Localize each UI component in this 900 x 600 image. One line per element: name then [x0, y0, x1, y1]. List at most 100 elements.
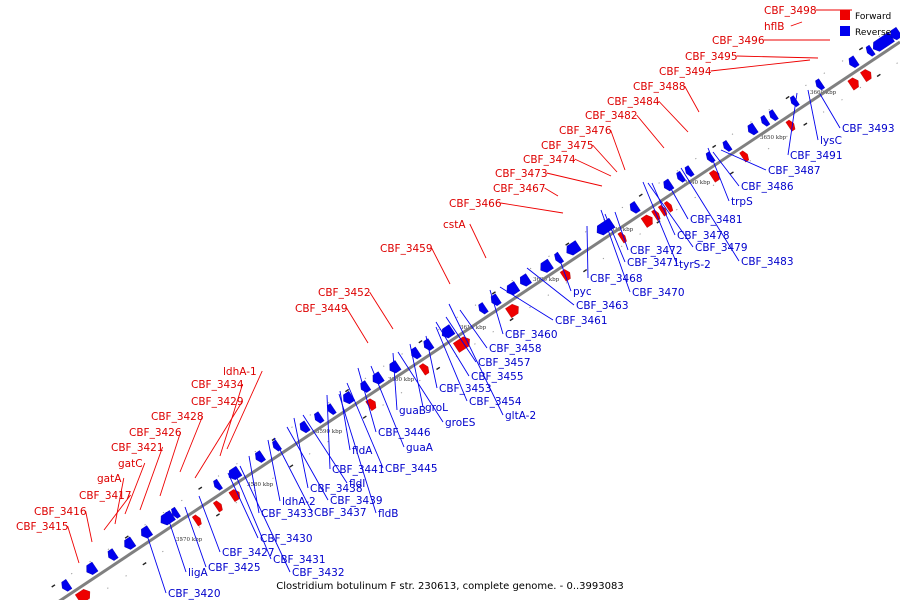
reverse-gene[interactable]	[213, 478, 223, 491]
forward-gene-label[interactable]: CBF_3475	[541, 140, 594, 152]
reverse-gene-label[interactable]: CBF_3472	[630, 245, 683, 257]
reverse-gene[interactable]	[86, 561, 99, 575]
forward-gene-label[interactable]: CBF_3476	[559, 125, 612, 137]
forward-gene-label[interactable]: CBF_3417	[79, 490, 132, 502]
reverse-gene-label[interactable]: ligA	[188, 567, 208, 579]
reverse-gene-label[interactable]: CBF_3468	[590, 273, 643, 285]
reverse-gene[interactable]	[596, 217, 616, 236]
forward-gene-label[interactable]: CBF_3496	[712, 35, 765, 47]
reverse-gene[interactable]	[760, 114, 771, 127]
forward-gene[interactable]	[74, 589, 91, 600]
reverse-gene-label[interactable]: CBF_3471	[627, 257, 680, 269]
reverse-gene-label[interactable]: CBF_3470	[632, 287, 685, 299]
reverse-gene-label[interactable]: CBF_3433	[261, 508, 314, 520]
reverse-gene-label[interactable]: CBF_3432	[292, 567, 345, 579]
reverse-gene[interactable]	[441, 324, 456, 339]
reverse-gene-label[interactable]: CBF_3457	[478, 357, 531, 369]
reverse-gene-label[interactable]: CBF_3425	[208, 562, 261, 574]
reverse-gene[interactable]	[61, 579, 73, 592]
reverse-gene-label[interactable]: fldA	[352, 445, 373, 457]
forward-gene[interactable]	[708, 169, 720, 183]
forward-gene-label[interactable]: gatA	[97, 473, 122, 485]
reverse-gene-label[interactable]: CBF_3438	[310, 483, 363, 495]
reverse-gene-label[interactable]: lysC	[820, 135, 842, 147]
reverse-gene-label[interactable]: groL	[425, 402, 448, 414]
reverse-gene-label[interactable]: groES	[445, 417, 476, 429]
forward-gene-label[interactable]: CBF_3421	[111, 442, 164, 454]
reverse-gene[interactable]	[747, 122, 759, 136]
reverse-gene-label[interactable]: trpS	[731, 196, 753, 208]
reverse-gene[interactable]	[228, 465, 243, 481]
reverse-gene-label[interactable]: CBF_3427	[222, 547, 275, 559]
forward-gene-label[interactable]: cstA	[443, 219, 466, 231]
forward-gene[interactable]	[847, 77, 859, 91]
forward-gene[interactable]	[365, 398, 377, 412]
reverse-gene[interactable]	[722, 140, 733, 152]
forward-gene-label[interactable]: ldhA-1	[223, 366, 257, 378]
reverse-gene[interactable]	[768, 109, 779, 122]
reverse-gene[interactable]	[865, 44, 876, 57]
reverse-gene[interactable]	[478, 302, 489, 315]
reverse-gene[interactable]	[423, 338, 435, 351]
reverse-gene-label[interactable]: CBF_3487	[768, 165, 821, 177]
forward-gene-label[interactable]: CBF_3466	[449, 198, 502, 210]
reverse-gene-label[interactable]: CBF_3478	[677, 230, 730, 242]
reverse-gene[interactable]	[299, 420, 311, 434]
reverse-gene[interactable]	[629, 201, 641, 214]
reverse-gene[interactable]	[872, 31, 895, 52]
reverse-gene[interactable]	[314, 411, 325, 424]
reverse-gene[interactable]	[410, 346, 422, 360]
reverse-gene[interactable]	[124, 536, 137, 550]
forward-gene-label[interactable]: CBF_3428	[151, 411, 204, 423]
reverse-gene[interactable]	[107, 548, 119, 561]
reverse-gene-label[interactable]: CBF_3430	[260, 533, 313, 545]
forward-gene-label[interactable]: CBF_3473	[495, 168, 548, 180]
reverse-gene-label[interactable]: CBF_3446	[378, 427, 431, 439]
forward-gene-label[interactable]: CBF_3415	[16, 521, 69, 533]
forward-gene[interactable]	[651, 209, 661, 221]
forward-gene[interactable]	[452, 336, 470, 353]
reverse-gene-label[interactable]: CBF_3455	[471, 371, 524, 383]
forward-gene-label[interactable]: CBF_3416	[34, 506, 87, 518]
reverse-gene[interactable]	[326, 403, 337, 416]
forward-gene-label[interactable]: CBF_3484	[607, 96, 660, 108]
reverse-gene-label[interactable]: CBF_3493	[842, 123, 895, 135]
forward-gene-label[interactable]: CBF_3426	[129, 427, 182, 439]
forward-gene[interactable]	[191, 514, 202, 527]
reverse-gene-label[interactable]: CBF_3486	[741, 181, 794, 193]
reverse-gene-label[interactable]: CBF_3483	[741, 256, 794, 268]
forward-gene-label[interactable]: hflB	[764, 21, 784, 33]
forward-gene-label[interactable]: CBF_3434	[191, 379, 244, 391]
forward-gene-label[interactable]: CBF_3467	[493, 183, 546, 195]
reverse-gene-label[interactable]: guaB	[399, 405, 426, 417]
reverse-gene[interactable]	[540, 258, 554, 273]
reverse-gene[interactable]	[360, 380, 372, 393]
reverse-gene-label[interactable]: gltA-2	[505, 410, 536, 422]
forward-gene[interactable]	[860, 69, 872, 83]
forward-gene-label[interactable]: CBF_3452	[318, 287, 371, 299]
forward-gene-label[interactable]: CBF_3494	[659, 66, 712, 78]
forward-gene-label[interactable]: CBF_3482	[585, 110, 638, 122]
reverse-gene-label[interactable]: CBF_3491	[790, 150, 843, 162]
reverse-gene[interactable]	[389, 360, 402, 374]
reverse-gene[interactable]	[848, 55, 860, 69]
reverse-gene-label[interactable]: CBF_3453	[439, 383, 492, 395]
reverse-gene[interactable]	[676, 170, 687, 183]
forward-gene[interactable]	[418, 363, 430, 376]
reverse-gene-label[interactable]: fldI	[349, 478, 365, 490]
forward-gene[interactable]	[640, 214, 653, 228]
forward-gene[interactable]	[663, 201, 674, 213]
forward-gene-label[interactable]: CBF_3495	[685, 51, 738, 63]
reverse-gene-label[interactable]: CBF_3454	[469, 396, 522, 408]
reverse-gene-label[interactable]: CBF_3441	[332, 464, 385, 476]
reverse-gene[interactable]	[372, 371, 385, 385]
reverse-gene[interactable]	[815, 78, 826, 91]
reverse-gene-label[interactable]: CBF_3481	[690, 214, 743, 226]
reverse-gene[interactable]	[141, 525, 154, 539]
reverse-gene[interactable]	[519, 273, 532, 287]
reverse-gene[interactable]	[566, 240, 582, 256]
forward-gene[interactable]	[212, 500, 223, 513]
reverse-gene-label[interactable]: fldB	[378, 508, 398, 520]
forward-gene-label[interactable]: CBF_3449	[295, 303, 348, 315]
reverse-gene-label[interactable]: CBF_3461	[555, 315, 608, 327]
